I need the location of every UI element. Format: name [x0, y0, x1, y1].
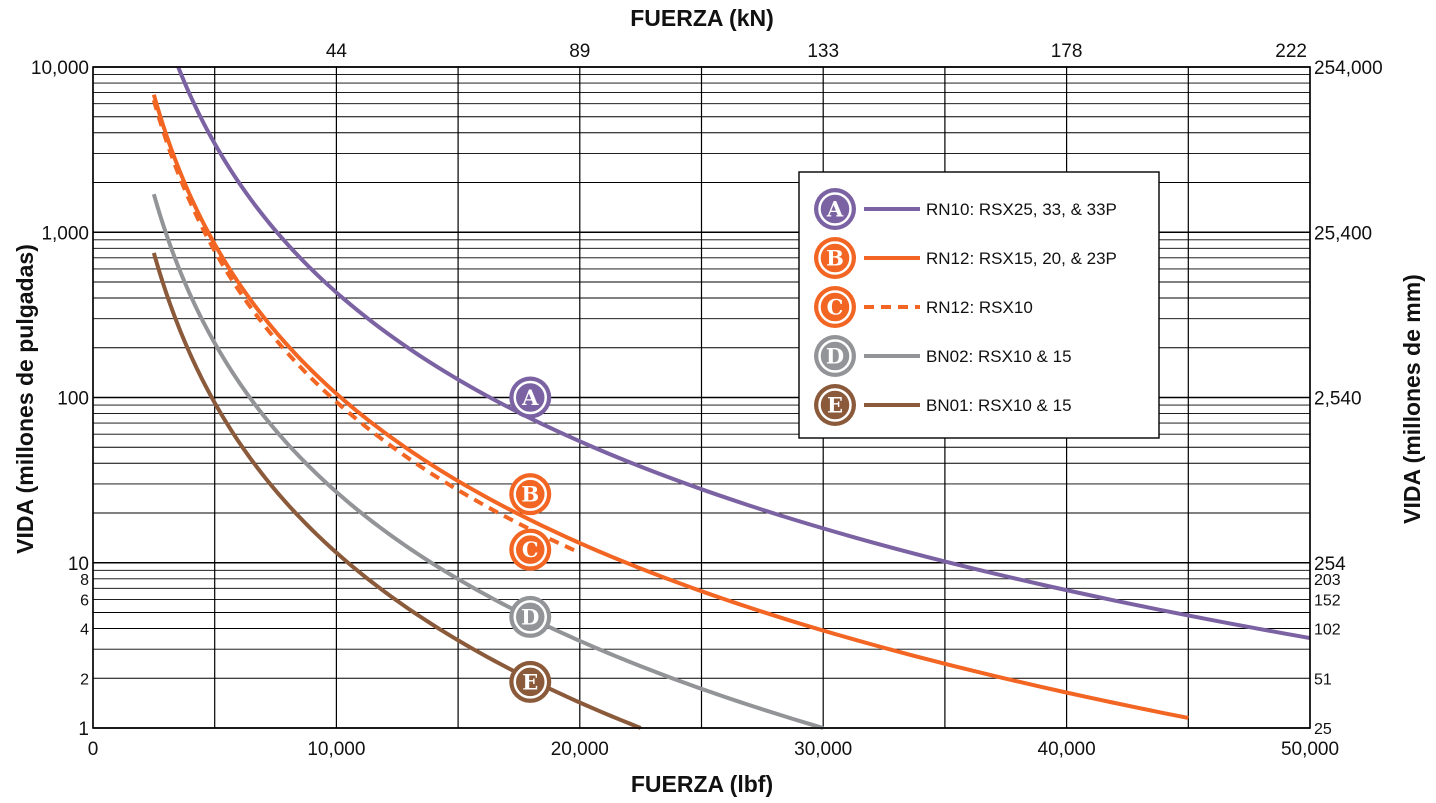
x-bottom-tick-label: 50,000 — [1281, 739, 1339, 760]
legend-entry-b: B RN12: RSX15, 20, & 23P — [814, 237, 1117, 279]
y-right-tick-label: 254,000 — [1314, 58, 1383, 79]
legend-badge-ring — [818, 192, 852, 226]
legend-label: RN12: RSX10 — [926, 298, 1033, 317]
legend-badge-ring — [818, 339, 852, 373]
y-axis-right-title: VIDA (millones de mm) — [1399, 274, 1425, 524]
badge-letter: C — [522, 537, 539, 562]
curve-badge-c: C — [509, 528, 552, 571]
curve-a — [176, 66, 1311, 641]
x-top-tick-label: 222 — [1275, 41, 1307, 62]
badge-letter: B — [521, 482, 539, 507]
legend-entry-e: E BN01: RSX10 & 15 — [814, 384, 1072, 426]
x-top-tick-label: 178 — [1051, 41, 1083, 62]
badge-ring — [513, 380, 548, 415]
legend-label: BN02: RSX10 & 15 — [926, 347, 1072, 366]
legend-label: RN10: RSX25, 33, & 33P — [926, 200, 1117, 219]
y-left-minor-tick-label: 8 — [80, 572, 89, 589]
curve-badge-b: B — [509, 473, 552, 516]
curve-badges: A B C D E — [509, 376, 552, 703]
legend-entry-d: D BN02: RSX10 & 15 — [814, 335, 1072, 377]
plot-frame — [92, 66, 1311, 729]
y-left-minor-tick-label: 2 — [80, 671, 89, 688]
legend-badge-ring — [818, 241, 852, 275]
x-bottom-tick-label: 40,000 — [1038, 739, 1096, 760]
legend-box — [798, 171, 1160, 439]
y-left-minor-tick-label: 6 — [80, 592, 89, 609]
legend: A RN10: RSX25, 33, & 33P B RN12: RSX15, 20,… — [798, 171, 1160, 439]
axes: 0 10,000 20,000 30,000 40,000 50,000 44 89 133 17… — [31, 41, 1383, 760]
x-bottom-tick-label: 0 — [88, 739, 99, 760]
legend-badge-letter: C — [827, 295, 844, 320]
curve-badge-e: E — [509, 660, 552, 703]
curve-b — [151, 94, 1189, 720]
x-top-tick-label: 44 — [326, 41, 348, 62]
legend-badge-letter: D — [826, 344, 844, 369]
legend-badge-ring — [818, 388, 852, 422]
curves — [151, 66, 1311, 730]
y-left-tick-label: 100 — [57, 389, 89, 410]
legend-entry-a: A RN10: RSX25, 33, & 33P — [814, 188, 1117, 230]
y-left-tick-label: 1 — [78, 719, 89, 740]
legend-badge-ring — [818, 290, 852, 324]
badge-ring — [513, 600, 548, 634]
y-left-tick-label: 10 — [68, 554, 89, 575]
curve-e — [151, 252, 642, 730]
badge-ring — [513, 532, 548, 567]
x-bottom-tick-label: 30,000 — [794, 739, 852, 760]
curve-badge-a: A — [509, 376, 552, 419]
badge-letter: E — [522, 669, 538, 694]
y-right-tick-label: 51 — [1314, 671, 1332, 688]
legend-badge-letter: E — [827, 393, 843, 418]
badge-letter: D — [521, 604, 539, 629]
x-bottom-tick-label: 10,000 — [307, 739, 365, 760]
y-axis-left-title: VIDA (millones de pulgadas) — [12, 244, 38, 554]
curve-d — [151, 193, 824, 730]
legend-label: RN12: RSX15, 20, & 23P — [926, 249, 1117, 268]
x-bottom-tick-label: 20,000 — [551, 739, 609, 760]
y-right-tick-label: 254 — [1314, 554, 1346, 575]
y-right-tick-label: 2,540 — [1314, 389, 1362, 410]
y-right-tick-label: 152 — [1314, 592, 1341, 609]
y-left-minor-tick-label: 4 — [80, 622, 89, 639]
y-left-tick-label: 1,000 — [41, 223, 89, 244]
x-top-tick-label: 89 — [569, 41, 590, 62]
y-right-tick-label: 25 — [1314, 721, 1332, 738]
x-top-tick-label: 133 — [807, 41, 839, 62]
y-right-tick-label: 203 — [1314, 572, 1341, 589]
x-axis-bottom-title: FUERZA (lbf) — [631, 771, 773, 797]
legend-badge-letter: B — [826, 246, 844, 271]
x-axis-top-title: FUERZA (kN) — [630, 5, 774, 31]
curve-c — [151, 99, 581, 555]
badge-ring — [513, 477, 548, 511]
legend-label: BN01: RSX10 & 15 — [926, 396, 1072, 415]
y-right-tick-label: 102 — [1314, 622, 1341, 639]
y-left-tick-label: 10,000 — [31, 58, 89, 79]
curve-badge-d: D — [509, 595, 552, 638]
legend-entry-c: C RN12: RSX10 — [814, 286, 1033, 328]
legend-badge-letter: A — [826, 197, 844, 222]
badge-ring — [513, 665, 548, 699]
y-right-tick-label: 25,400 — [1314, 223, 1372, 244]
badge-letter: A — [521, 385, 539, 410]
